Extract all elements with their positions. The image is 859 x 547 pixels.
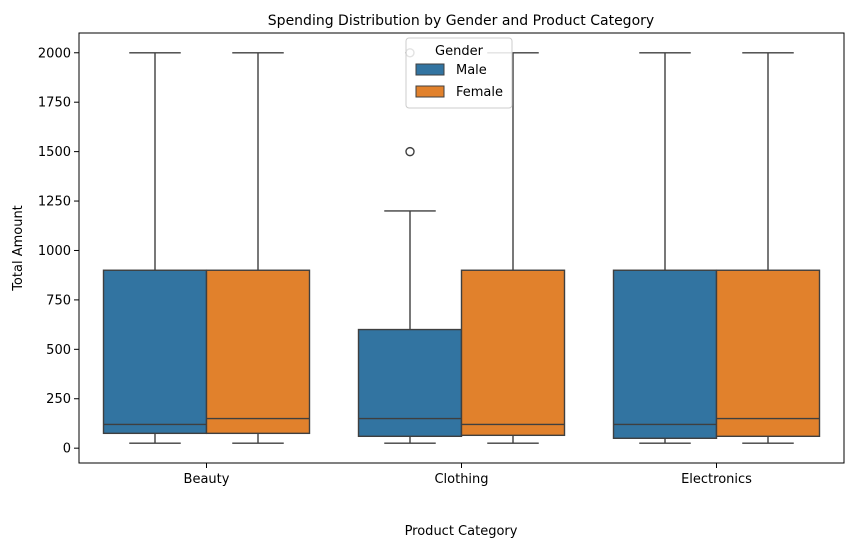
y-tick-label: 500 bbox=[46, 343, 71, 358]
box-male-beauty bbox=[102, 52, 208, 444]
x-tick-label: Electronics bbox=[681, 472, 752, 487]
box-iqr bbox=[205, 269, 311, 435]
x-axis: Beauty Clothing Electronics bbox=[184, 463, 752, 487]
box-female-beauty bbox=[205, 52, 311, 444]
y-tick-label: 1750 bbox=[38, 96, 71, 111]
legend-swatch-male bbox=[415, 63, 445, 76]
box-iqr bbox=[715, 269, 821, 438]
y-tick-label: 1500 bbox=[38, 145, 71, 160]
legend-swatch-female bbox=[415, 85, 445, 98]
x-tick-label: Beauty bbox=[184, 472, 230, 487]
outlier-point bbox=[405, 146, 415, 157]
legend-label-male: Male bbox=[456, 63, 487, 78]
chart-title: Spending Distribution by Gender and Prod… bbox=[268, 13, 654, 29]
box-iqr bbox=[357, 328, 463, 438]
x-tick-label: Clothing bbox=[434, 472, 488, 487]
box-female-electronics bbox=[715, 52, 821, 444]
y-axis: 0 250 500 750 1000 1250 1500 1750 2000 bbox=[38, 46, 79, 457]
box-iqr bbox=[102, 269, 208, 435]
box-male-electronics bbox=[612, 52, 718, 444]
box-male-clothing bbox=[357, 48, 463, 444]
box-female-clothing bbox=[460, 52, 566, 444]
legend-title: Gender bbox=[435, 44, 484, 59]
legend-label-female: Female bbox=[456, 85, 503, 100]
y-tick-label: 1000 bbox=[38, 244, 71, 259]
x-axis-label: Product Category bbox=[405, 524, 518, 539]
legend: Gender Male Female bbox=[405, 37, 513, 109]
boxes-layer bbox=[102, 48, 821, 444]
y-tick-label: 0 bbox=[63, 442, 71, 457]
y-tick-label: 2000 bbox=[38, 46, 71, 61]
y-tick-label: 1250 bbox=[38, 195, 71, 210]
box-iqr bbox=[460, 269, 566, 437]
y-tick-label: 750 bbox=[46, 293, 71, 308]
y-axis-label: Total Amount bbox=[11, 205, 26, 292]
y-tick-label: 250 bbox=[46, 392, 71, 407]
box-iqr bbox=[612, 269, 718, 439]
